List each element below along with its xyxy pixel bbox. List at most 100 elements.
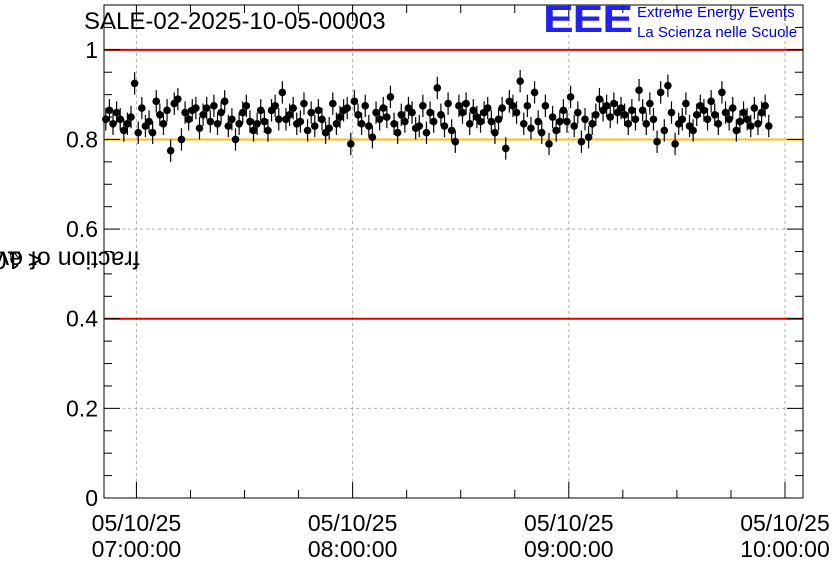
data-point	[624, 112, 633, 135]
point-marker	[174, 95, 182, 103]
point-marker	[512, 108, 521, 117]
point-marker	[318, 115, 326, 124]
point-marker	[213, 119, 222, 128]
point-marker	[166, 146, 175, 155]
point-marker	[116, 115, 125, 124]
data-point	[692, 103, 701, 127]
point-marker	[563, 117, 571, 126]
data-point	[177, 128, 186, 151]
point-marker	[646, 99, 654, 108]
point-marker	[433, 84, 442, 92]
data-point	[260, 110, 269, 133]
y-tick-label: 1	[85, 37, 98, 63]
data-point	[134, 121, 143, 144]
point-marker	[289, 104, 297, 112]
data-point	[220, 90, 229, 113]
data-point	[487, 110, 496, 133]
point-marker	[296, 117, 305, 126]
point-marker	[718, 88, 726, 97]
data-point	[620, 103, 629, 127]
point-marker	[310, 122, 319, 130]
x-tick-label-time: 10:00:00	[740, 536, 830, 562]
data-point	[109, 112, 117, 135]
data-point	[516, 69, 524, 93]
data-point	[253, 112, 261, 135]
point-marker	[707, 97, 715, 106]
data-point	[678, 108, 687, 131]
data-point	[444, 92, 452, 115]
point-marker	[307, 108, 315, 117]
data-point	[419, 94, 427, 118]
data-point	[635, 78, 643, 102]
point-marker	[728, 104, 737, 112]
point-marker	[631, 115, 640, 124]
point-marker	[325, 124, 333, 133]
data-point	[174, 87, 182, 111]
point-marker	[736, 117, 744, 126]
point-marker	[592, 111, 600, 119]
data-point	[559, 99, 568, 122]
data-point	[310, 114, 319, 138]
data-point	[300, 92, 308, 115]
point-marker	[494, 115, 503, 124]
data-point	[347, 132, 355, 156]
point-marker	[350, 97, 359, 106]
data-point	[314, 99, 323, 122]
point-marker	[401, 117, 409, 126]
data-point	[422, 121, 431, 144]
data-point	[393, 121, 402, 144]
data-point	[574, 101, 582, 124]
point-marker	[274, 115, 283, 124]
data-point	[653, 130, 661, 153]
point-marker	[523, 102, 532, 110]
point-marker	[246, 117, 254, 126]
data-point	[483, 96, 492, 120]
point-marker	[368, 133, 377, 142]
point-marker	[555, 117, 564, 126]
point-marker	[519, 119, 528, 128]
data-point	[566, 85, 575, 109]
point-marker	[581, 115, 589, 124]
point-marker	[638, 106, 647, 115]
data-point	[328, 92, 337, 115]
point-marker	[498, 104, 506, 112]
y-tick-label: 0	[85, 485, 98, 511]
axis-ticks: 00.20.40.60.8105/10/2507:00:0005/10/2508…	[66, 4, 830, 562]
point-marker	[300, 99, 308, 108]
x-tick-label-time: 08:00:00	[308, 536, 398, 562]
data-point	[689, 119, 697, 142]
eee-logo: EEE	[543, 0, 633, 46]
data-point	[728, 96, 737, 120]
data-point	[494, 108, 503, 131]
point-marker	[112, 108, 121, 117]
data-point	[375, 108, 384, 131]
data-point	[512, 101, 521, 124]
data-point	[465, 112, 474, 135]
point-marker	[620, 111, 629, 119]
data-point	[501, 137, 510, 160]
point-marker	[231, 135, 240, 144]
data-point	[746, 114, 755, 138]
data-point	[570, 114, 579, 138]
data-point	[354, 103, 362, 127]
point-marker	[656, 88, 665, 97]
data-point	[213, 112, 222, 135]
point-marker	[451, 137, 460, 146]
y-tick-label: 0.6	[66, 216, 98, 242]
data-point	[408, 101, 416, 124]
point-marker	[757, 108, 766, 117]
data-point	[548, 105, 557, 129]
data-point	[545, 132, 553, 156]
data-point	[242, 94, 251, 118]
data-point	[707, 90, 715, 113]
point-marker	[238, 108, 247, 117]
data-point	[660, 119, 669, 142]
data-point	[725, 108, 733, 131]
point-marker	[127, 113, 135, 121]
data-point	[523, 94, 532, 118]
point-marker	[192, 104, 200, 112]
data-point	[325, 117, 333, 140]
point-marker	[447, 126, 456, 135]
point-marker	[527, 124, 535, 133]
